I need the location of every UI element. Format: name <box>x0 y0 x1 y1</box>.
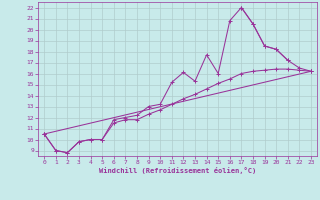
X-axis label: Windchill (Refroidissement éolien,°C): Windchill (Refroidissement éolien,°C) <box>99 167 256 174</box>
